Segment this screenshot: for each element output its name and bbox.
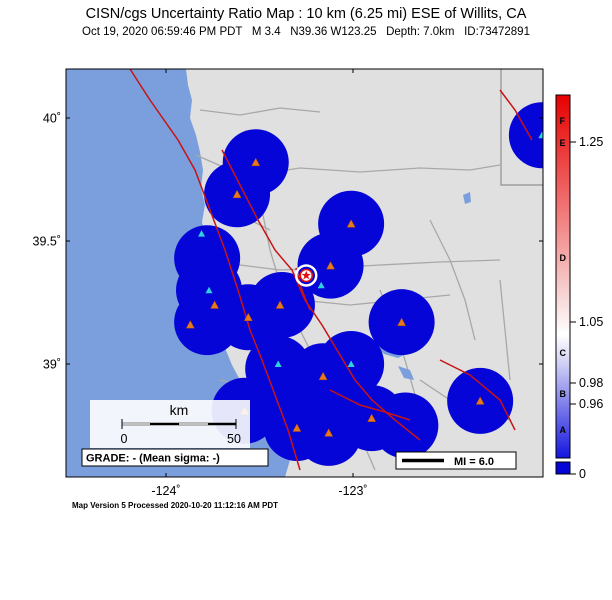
longitude-ticks: -124˚ -123˚ [151, 69, 368, 498]
uncertainty-circle [508, 102, 543, 169]
lake-small [463, 192, 471, 204]
state-border [500, 69, 543, 186]
seismic-station-icon [251, 157, 261, 167]
mi-legend-box: MI = 6.0 [395, 451, 517, 470]
latitude-ticks: 40˚ 39.5˚ 39˚ [33, 112, 543, 372]
uncertainty-circle [372, 392, 439, 459]
colorbar-value-0: 0 [579, 467, 586, 481]
latitude-tick-label: 40˚ [43, 112, 61, 126]
colorbar-letter-c: C [560, 348, 567, 358]
seismic-stations [185, 157, 485, 437]
colorbar-gradient [555, 94, 571, 459]
epicenter-star-icon [301, 270, 311, 280]
longitude-tick-label: -123˚ [338, 484, 367, 498]
seismic-station-icon [346, 219, 356, 228]
seismic-station-icon [397, 317, 407, 326]
strong-motion-station-icon [205, 286, 213, 294]
seismic-station-icon [210, 300, 220, 309]
colorbar-zero-swatch [555, 461, 571, 475]
colorbar-letter-a: A [560, 425, 567, 435]
event-datetime: Oct 19, 2020 06:59:46 PM PDT [82, 26, 243, 38]
seismic-station-icon [324, 428, 334, 437]
seismic-station-icon [243, 312, 253, 322]
seismic-station-icon [475, 396, 485, 405]
colorbar-value-0-96: 0.96 [579, 397, 603, 411]
latitude-tick-label: 39˚ [43, 358, 61, 372]
scale-bar-box: km 0 50 [90, 400, 250, 448]
colorbar-letter-f: F [560, 116, 566, 126]
longitude-tick-label: -124˚ [151, 484, 180, 498]
colorbar-value-0-98: 0.98 [579, 376, 603, 390]
event-magnitude: M 3.4 [251, 26, 281, 38]
mi-legend-text: MI = 6.0 [454, 456, 494, 468]
colorbar-value-1-25: 1.25 [579, 135, 603, 149]
colorbar-letter-b: B [560, 389, 567, 399]
strong-motion-stations [198, 131, 543, 367]
scale-bar-zero: 0 [121, 432, 128, 446]
scale-bar-fifty: 50 [227, 432, 241, 446]
fault-lines [129, 69, 533, 471]
colorbar-letter-d: D [560, 253, 567, 263]
grade-box: GRADE: - (Mean sigma: -) [81, 448, 269, 467]
epicenter-ring-outer [295, 264, 318, 287]
grade-text: GRADE: - (Mean sigma: -) [86, 453, 220, 465]
event-depth: Depth: 7.0km [386, 26, 455, 38]
event-id: ID:73472891 [464, 26, 530, 38]
event-location: N39.36 W123.25 [290, 26, 377, 38]
strong-motion-station-icon [317, 281, 325, 289]
colorbar: F E D C B A 1.25 1.05 0.98 0.96 0 [555, 94, 603, 481]
event-info: Oct 19, 2020 06:59:46 PM PDT M 3.4 N39.3… [0, 26, 612, 38]
seismic-station-icon [318, 371, 328, 381]
latitude-tick-label: 39.5˚ [33, 235, 62, 249]
seismic-station-icon [367, 413, 377, 422]
seismic-station-icon [292, 423, 302, 432]
map-version-footer: Map Version 5 Processed 2020-10-20 11:12… [72, 501, 279, 510]
lake-berryessa [398, 366, 414, 380]
epicenter-marker [295, 264, 318, 287]
colorbar-value-1-05: 1.05 [579, 315, 603, 329]
map-frame [65, 68, 544, 478]
strong-motion-station-icon [538, 131, 543, 139]
strong-motion-station-icon [274, 360, 282, 367]
map-title: CISN/cgs Uncertainty Ratio Map : 10 km (… [85, 6, 527, 22]
scale-bar-unit: km [170, 402, 189, 418]
seismic-station-icon [232, 189, 242, 199]
seismic-station-icon [326, 261, 335, 270]
strong-motion-station-icon [347, 360, 355, 367]
seismic-station-icon [275, 300, 285, 309]
seismic-station-icon [185, 320, 195, 329]
strong-motion-station-icon [198, 230, 206, 237]
uncertainty-circles [174, 102, 543, 466]
colorbar-letter-e: E [560, 138, 566, 148]
